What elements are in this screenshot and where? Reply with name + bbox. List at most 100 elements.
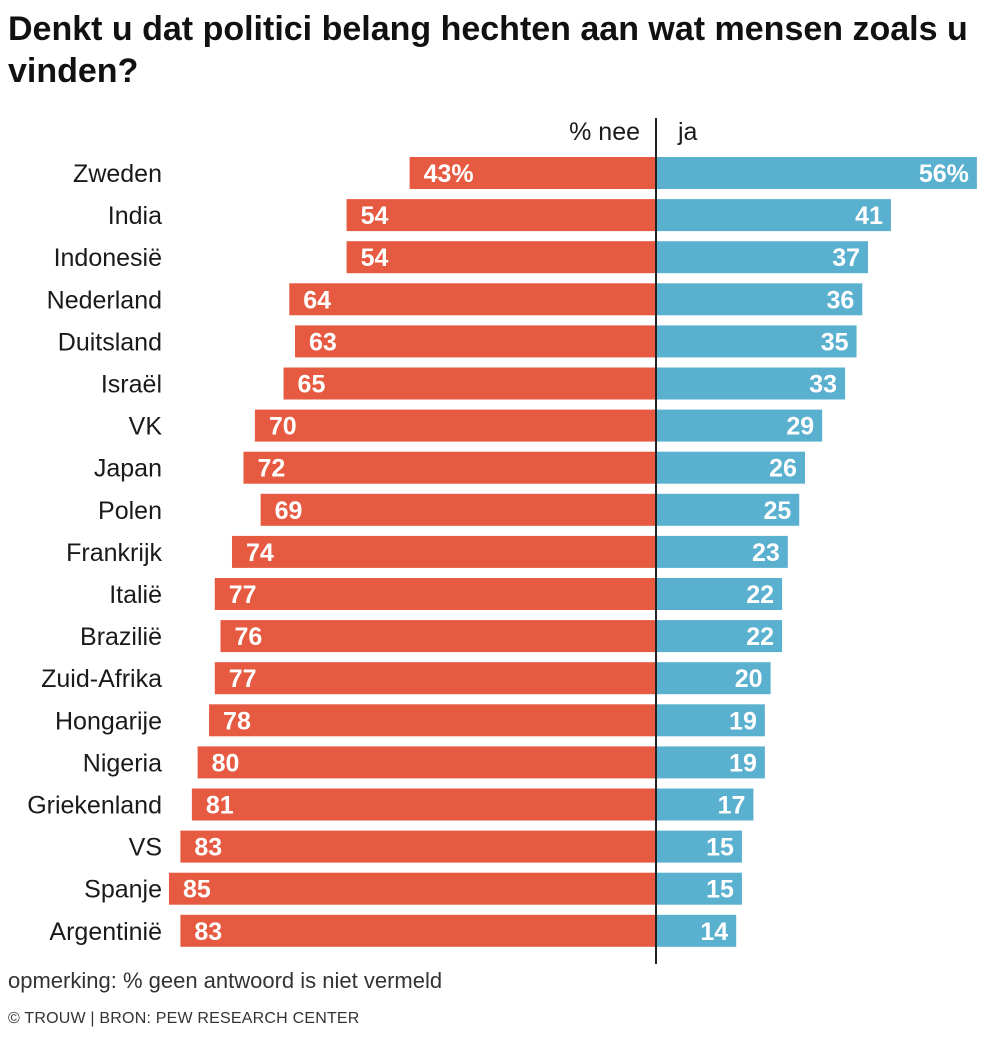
bar-ja bbox=[656, 830, 742, 863]
data-label-ja: 20 bbox=[735, 665, 763, 693]
bar-ja bbox=[656, 788, 754, 821]
data-label-ja: 33 bbox=[809, 371, 837, 399]
data-label-nee: 77 bbox=[229, 581, 257, 609]
bar-nee bbox=[168, 872, 656, 905]
category-label: Zweden bbox=[73, 160, 162, 188]
data-label-nee: 77 bbox=[229, 665, 257, 693]
bar-nee bbox=[214, 662, 657, 695]
bar-nee bbox=[295, 325, 656, 358]
data-label-ja: 22 bbox=[746, 623, 774, 651]
category-label: VS bbox=[129, 834, 162, 862]
bar-nee bbox=[180, 914, 656, 947]
data-label-nee: 81 bbox=[206, 792, 234, 820]
bar-ja bbox=[656, 241, 869, 274]
bar-nee bbox=[220, 620, 656, 653]
series-header-ja: ja bbox=[677, 118, 698, 146]
data-label-nee: 85 bbox=[183, 876, 211, 904]
category-label: Italië bbox=[109, 581, 162, 609]
data-label-nee: 63 bbox=[309, 328, 337, 356]
data-label-ja: 29 bbox=[786, 413, 814, 441]
bar-ja bbox=[656, 535, 788, 568]
bar-ja bbox=[656, 620, 783, 653]
data-label-nee: 78 bbox=[223, 707, 251, 735]
bar-nee bbox=[243, 451, 656, 484]
data-label-ja: 41 bbox=[855, 202, 883, 230]
data-label-ja: 22 bbox=[746, 581, 774, 609]
category-label: Nigeria bbox=[83, 749, 162, 777]
bar-nee bbox=[214, 578, 657, 610]
data-label-nee: 43% bbox=[424, 160, 474, 188]
series-headers: % nee ja bbox=[569, 118, 697, 146]
bar-nee bbox=[260, 493, 656, 526]
data-label-ja: 19 bbox=[729, 707, 757, 735]
bar-ja bbox=[656, 157, 977, 189]
series-ja-bars: 56% 41 37 36 35 33 29 26 25 23 22 22 20 19 19 17 15 15 14 bbox=[656, 157, 977, 947]
data-label-nee: 74 bbox=[246, 539, 274, 567]
category-label: Zuid-Afrika bbox=[41, 665, 162, 693]
data-label-nee: 64 bbox=[303, 286, 331, 314]
category-label: Frankrijk bbox=[66, 539, 162, 567]
category-label: Brazilië bbox=[80, 623, 162, 651]
bar-nee bbox=[409, 157, 656, 189]
category-label: Indonesië bbox=[54, 244, 162, 272]
data-label-nee: 72 bbox=[257, 455, 285, 483]
category-labels: Zweden India Indonesië Nederland Duitsland Is… bbox=[27, 160, 162, 946]
category-label: Griekenland bbox=[27, 792, 162, 820]
data-label-ja: 25 bbox=[763, 497, 791, 525]
bar-nee bbox=[254, 409, 656, 442]
bar-ja bbox=[656, 493, 800, 526]
data-label-nee: 54 bbox=[361, 202, 389, 230]
bar-ja bbox=[656, 367, 846, 400]
data-label-ja: 37 bbox=[832, 244, 860, 272]
data-label-nee: 70 bbox=[269, 413, 297, 441]
bar-ja bbox=[656, 662, 771, 695]
bar-nee bbox=[209, 704, 656, 737]
source-credit: © TROUW | BRON: PEW RESEARCH CENTER bbox=[8, 1010, 360, 1027]
category-label: Polen bbox=[98, 497, 162, 525]
bar-nee bbox=[289, 283, 656, 316]
data-label-nee: 83 bbox=[194, 918, 222, 946]
category-label: Japan bbox=[94, 455, 162, 483]
category-label: India bbox=[108, 202, 162, 230]
data-label-ja: 56% bbox=[919, 160, 969, 188]
bar-nee bbox=[231, 535, 657, 568]
data-label-ja: 23 bbox=[752, 539, 780, 567]
bar-ja bbox=[656, 872, 742, 905]
data-label-ja: 26 bbox=[769, 455, 797, 483]
bar-nee bbox=[180, 830, 656, 863]
bar-ja bbox=[656, 325, 857, 358]
bar-nee bbox=[197, 746, 656, 779]
category-label: VK bbox=[129, 413, 163, 441]
category-label: Israël bbox=[101, 371, 162, 399]
category-label: Argentinië bbox=[49, 918, 162, 946]
data-label-nee: 65 bbox=[298, 371, 326, 399]
data-label-ja: 17 bbox=[718, 792, 746, 820]
data-label-nee: 80 bbox=[212, 749, 240, 777]
chart-title: Denkt u dat politici belang hechten aan … bbox=[8, 10, 968, 90]
data-label-nee: 69 bbox=[275, 497, 303, 525]
bar-ja bbox=[656, 409, 823, 442]
bar-nee bbox=[346, 199, 656, 232]
bar-ja bbox=[656, 746, 765, 779]
category-label: Duitsland bbox=[58, 328, 162, 356]
bar-ja bbox=[656, 199, 891, 232]
chart-note: opmerking: % geen antwoord is niet verme… bbox=[8, 968, 443, 993]
bar-ja bbox=[656, 704, 765, 737]
data-label-nee: 83 bbox=[194, 834, 222, 862]
data-label-nee: 76 bbox=[235, 623, 263, 651]
category-label: Nederland bbox=[47, 286, 162, 314]
bar-ja bbox=[656, 451, 805, 484]
data-label-ja: 15 bbox=[706, 834, 734, 862]
data-label-ja: 35 bbox=[821, 328, 849, 356]
data-label-ja: 19 bbox=[729, 749, 757, 777]
bar-ja bbox=[656, 578, 783, 610]
data-label-ja: 15 bbox=[706, 876, 734, 904]
bar-nee bbox=[191, 788, 656, 821]
bar-nee bbox=[283, 367, 656, 400]
bar-nee bbox=[346, 241, 656, 274]
data-label-ja: 14 bbox=[700, 918, 728, 946]
category-label: Spanje bbox=[84, 876, 162, 904]
series-header-nee: % nee bbox=[569, 118, 640, 146]
